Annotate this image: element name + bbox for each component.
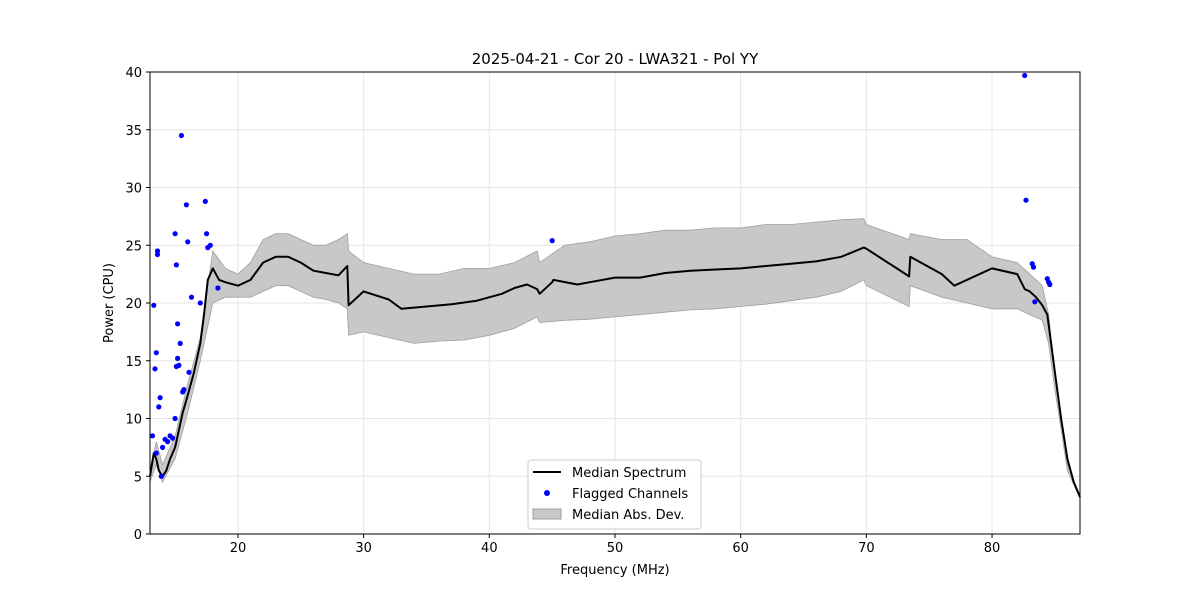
flagged-channel-point [149,433,156,439]
flagged-channel-point [178,132,184,139]
x-tick-label: 60 [732,541,749,556]
flagged-channel-point [176,362,182,368]
flagged-channel-point [215,285,221,291]
flagged-channel-point [170,435,176,441]
flagged-channel-point [1030,264,1037,270]
flagged-channel-point [207,242,213,248]
y-axis-label: Power (CPU) [102,263,117,343]
flagged-channel-point [158,473,164,479]
median-line-group [149,246,1081,498]
legend-mad-label: Median Abs. Dev. [572,508,684,523]
flagged-channel-point [172,415,178,422]
y-tick-label: 5 [134,470,142,485]
legend: Median Spectrum Flagged Channels Median … [527,459,702,530]
y-tick-label: 35 [125,124,142,139]
flagged-channel-point [173,262,179,268]
flagged-channel-point [183,202,189,208]
chart-title: 2025-04-21 - Cor 20 - LWA321 - Pol YY [472,50,759,68]
flagged-channel-point [157,395,163,401]
flagged-channel-point [188,294,195,300]
flagged-channel-point [1032,299,1038,305]
median-spectrum-line [149,246,1081,498]
flagged-channel-point [1023,197,1029,203]
y-tick-label: 30 [125,182,142,197]
flagged-channel-point [175,321,181,327]
x-axis-label: Frequency (MHz) [560,563,669,578]
flagged-channel-point [204,231,210,237]
x-tick-label: 70 [858,541,875,556]
y-tick-label: 0 [134,528,142,543]
flagged-channel-point [1022,72,1028,79]
flagged-channel-point [151,302,157,308]
flagged-channel-point [160,444,166,450]
flagged-channel-point [181,387,187,393]
y-tick-label: 15 [125,355,142,370]
x-axis: 20 30 40 50 60 70 80 [230,534,1001,556]
flagged-channel-point [156,404,162,410]
flagged-channel-point [186,369,192,375]
legend-flagged-swatch [544,490,550,496]
flagged-channel-point [197,300,203,306]
flagged-channel-point [152,366,158,372]
flagged-channel-point [172,231,178,237]
legend-mad-swatch [532,508,562,520]
flagged-channel-point [1047,281,1053,288]
x-tick-label: 50 [607,541,624,556]
x-tick-label: 30 [355,541,372,556]
flagged-channel-point [154,251,161,258]
legend-flagged-label: Flagged Channels [572,487,688,502]
legend-box [527,459,702,530]
flagged-channel-point [165,439,171,445]
flagged-channel-point [202,198,208,204]
flagged-channel-point [153,350,159,356]
y-axis: 0 5 10 15 20 25 30 35 40 [125,66,150,543]
flagged-channel-point [153,450,159,456]
y-tick-label: 10 [125,413,142,428]
y-tick-label: 40 [125,66,142,81]
flagged-channel-point [549,238,555,244]
flagged-channel-point [185,239,191,245]
x-tick-label: 40 [481,541,498,556]
flagged-channel-point [175,355,181,361]
flagged-points-group [149,72,1053,479]
x-tick-label: 20 [230,541,247,556]
x-tick-label: 80 [984,541,1001,556]
legend-median-label: Median Spectrum [572,466,686,481]
y-tick-label: 25 [125,239,142,254]
y-tick-label: 20 [125,297,142,312]
flagged-channel-point [177,340,183,346]
